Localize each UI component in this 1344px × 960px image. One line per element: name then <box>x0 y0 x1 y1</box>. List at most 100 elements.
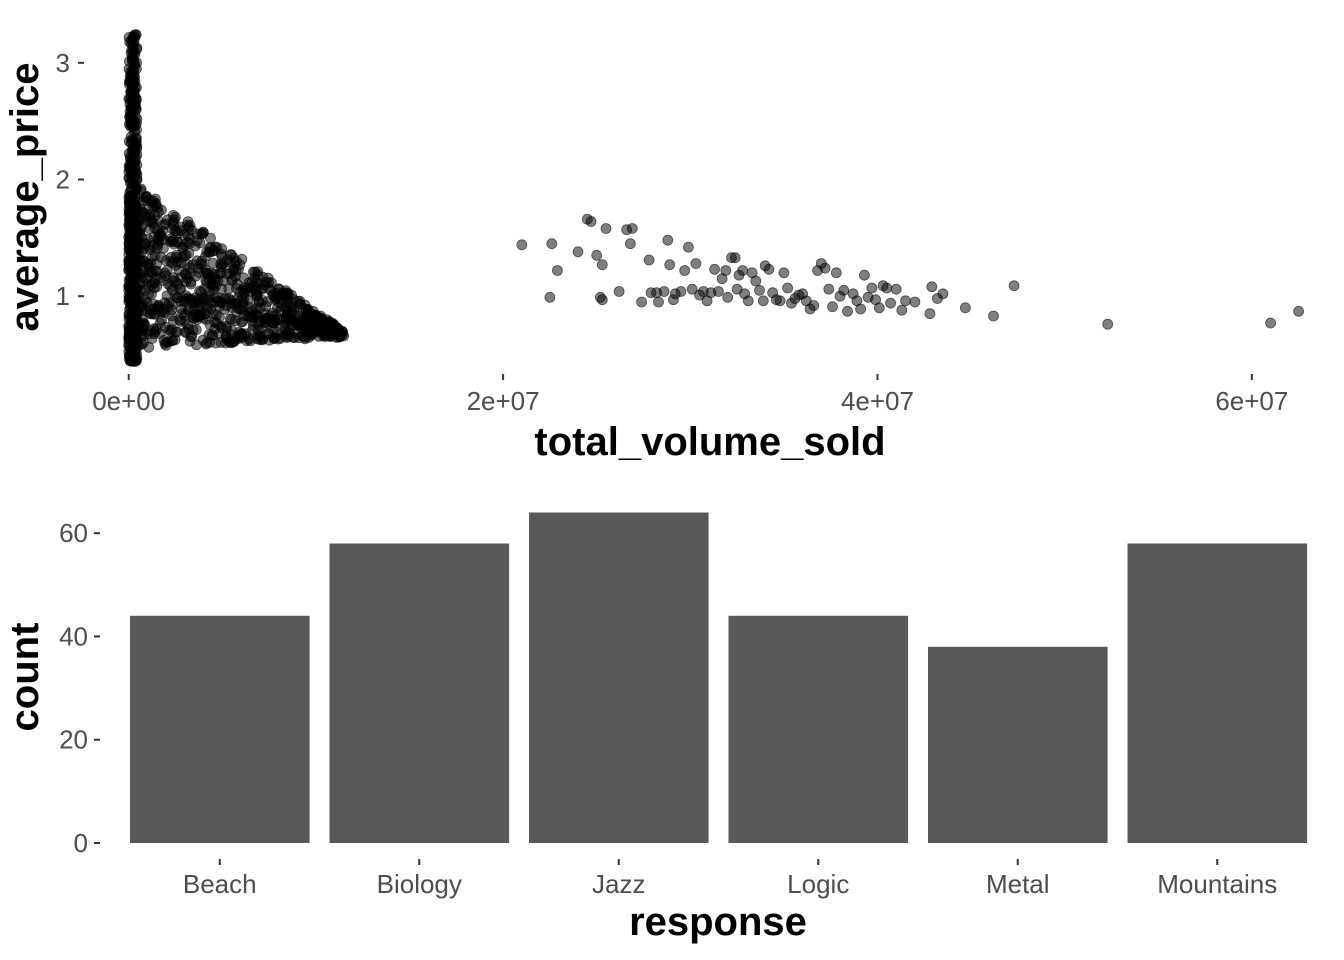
scatter-point <box>207 308 219 320</box>
scatter-point <box>170 326 182 338</box>
scatter-point <box>686 283 698 295</box>
scatter-point <box>135 185 147 197</box>
scatter-point <box>127 42 139 54</box>
scatter-point <box>742 295 754 307</box>
scatter-point <box>151 242 163 254</box>
scatter-point <box>207 257 219 269</box>
scatter-point <box>572 246 584 258</box>
scatter-point <box>236 253 248 265</box>
scatter-point <box>128 71 140 82</box>
scatter-point <box>145 257 157 269</box>
scatter-point <box>246 311 258 323</box>
scatter-point <box>149 326 161 338</box>
scatter-point <box>988 310 999 322</box>
scatter-point <box>600 223 612 234</box>
scatter-point <box>763 263 775 275</box>
scatter-point <box>194 237 206 249</box>
scatter-point <box>125 279 137 291</box>
scatter-point <box>126 321 138 333</box>
scatter-point <box>160 218 172 230</box>
scatter-point <box>146 288 157 300</box>
scatter-point <box>209 281 221 292</box>
scatter-point <box>653 296 664 308</box>
scatter-point <box>124 222 136 234</box>
scatter-point <box>881 282 893 294</box>
scatter-point <box>321 320 332 332</box>
scatter-point <box>1293 305 1304 317</box>
scatter-point <box>231 282 242 294</box>
scatter-point <box>200 267 212 279</box>
scatter-point <box>147 277 159 289</box>
scatter-point <box>713 286 724 297</box>
scatter-point <box>166 304 178 316</box>
scatter-point <box>292 328 304 340</box>
scatter-point <box>226 274 238 286</box>
scatter-point <box>141 297 153 309</box>
bar-x-tick-label: Mountains <box>1157 869 1277 899</box>
bars <box>130 512 1308 843</box>
scatter-point <box>900 295 911 307</box>
bar-mountains <box>1127 543 1308 843</box>
bar-x-tick-label: Metal <box>986 869 1050 899</box>
scatter-point <box>214 268 226 280</box>
scatter-point <box>289 309 301 321</box>
scatter-point <box>823 283 835 295</box>
scatter-point <box>260 300 272 312</box>
scatter-point <box>127 32 139 44</box>
scatter-point <box>1102 318 1114 330</box>
scatter-point <box>909 296 921 308</box>
scatter-points <box>123 29 1304 367</box>
scatter-point <box>260 276 272 288</box>
scatter-point <box>125 131 137 143</box>
bar-jazz <box>529 512 709 843</box>
scatter-point <box>182 319 194 331</box>
scatter-point <box>170 259 182 271</box>
scatter-x-axis-title: total_volume_sold <box>534 420 885 464</box>
scatter-point <box>552 265 563 276</box>
scatter-point <box>859 269 870 281</box>
scatter-point <box>216 250 228 262</box>
scatter-point <box>729 252 741 264</box>
scatter-y-axis: 1 2 3 <box>56 48 84 311</box>
scatter-point <box>175 272 187 284</box>
scatter-point <box>140 211 152 223</box>
bar-x-tick-label: Beach <box>183 869 257 899</box>
scatter-point <box>636 296 647 308</box>
scatter-x-tick-label: 0e+00 <box>92 386 165 416</box>
scatter-point <box>124 163 136 175</box>
scatter-point <box>855 303 866 315</box>
scatter-point <box>268 316 280 328</box>
scatter-point <box>147 195 159 207</box>
scatter-point <box>269 294 281 306</box>
scatter-point <box>516 239 528 251</box>
scatter-point <box>165 280 177 292</box>
scatter-point <box>873 302 885 314</box>
scatter-point <box>123 259 135 271</box>
scatter-point <box>842 305 853 317</box>
scatter-point <box>675 286 687 297</box>
scatter-point <box>171 236 183 248</box>
scatter-point <box>299 299 311 311</box>
scatter-point <box>737 265 749 276</box>
bar-biology <box>329 543 510 843</box>
bar-x-tick-label: Biology <box>377 869 462 899</box>
scatter-point <box>251 290 263 302</box>
scatter-point <box>185 276 197 288</box>
scatter-point <box>169 211 181 223</box>
scatter-point <box>924 308 936 320</box>
scatter-point <box>890 283 902 295</box>
scatter-x-tick-label: 4e+07 <box>841 386 914 416</box>
scatter-point <box>709 263 720 275</box>
scatter-point <box>819 262 831 274</box>
scatter-y-tick-label: 3 <box>56 48 70 78</box>
scatter-point <box>131 240 143 252</box>
scatter-point <box>720 265 732 276</box>
scatter-point <box>827 301 838 313</box>
scatter-point <box>167 315 179 327</box>
scatter-point <box>808 300 820 311</box>
bar-x-tick-label: Jazz <box>592 869 645 899</box>
bar-y-axis-title: count <box>3 623 47 732</box>
scatter-point <box>544 291 556 303</box>
